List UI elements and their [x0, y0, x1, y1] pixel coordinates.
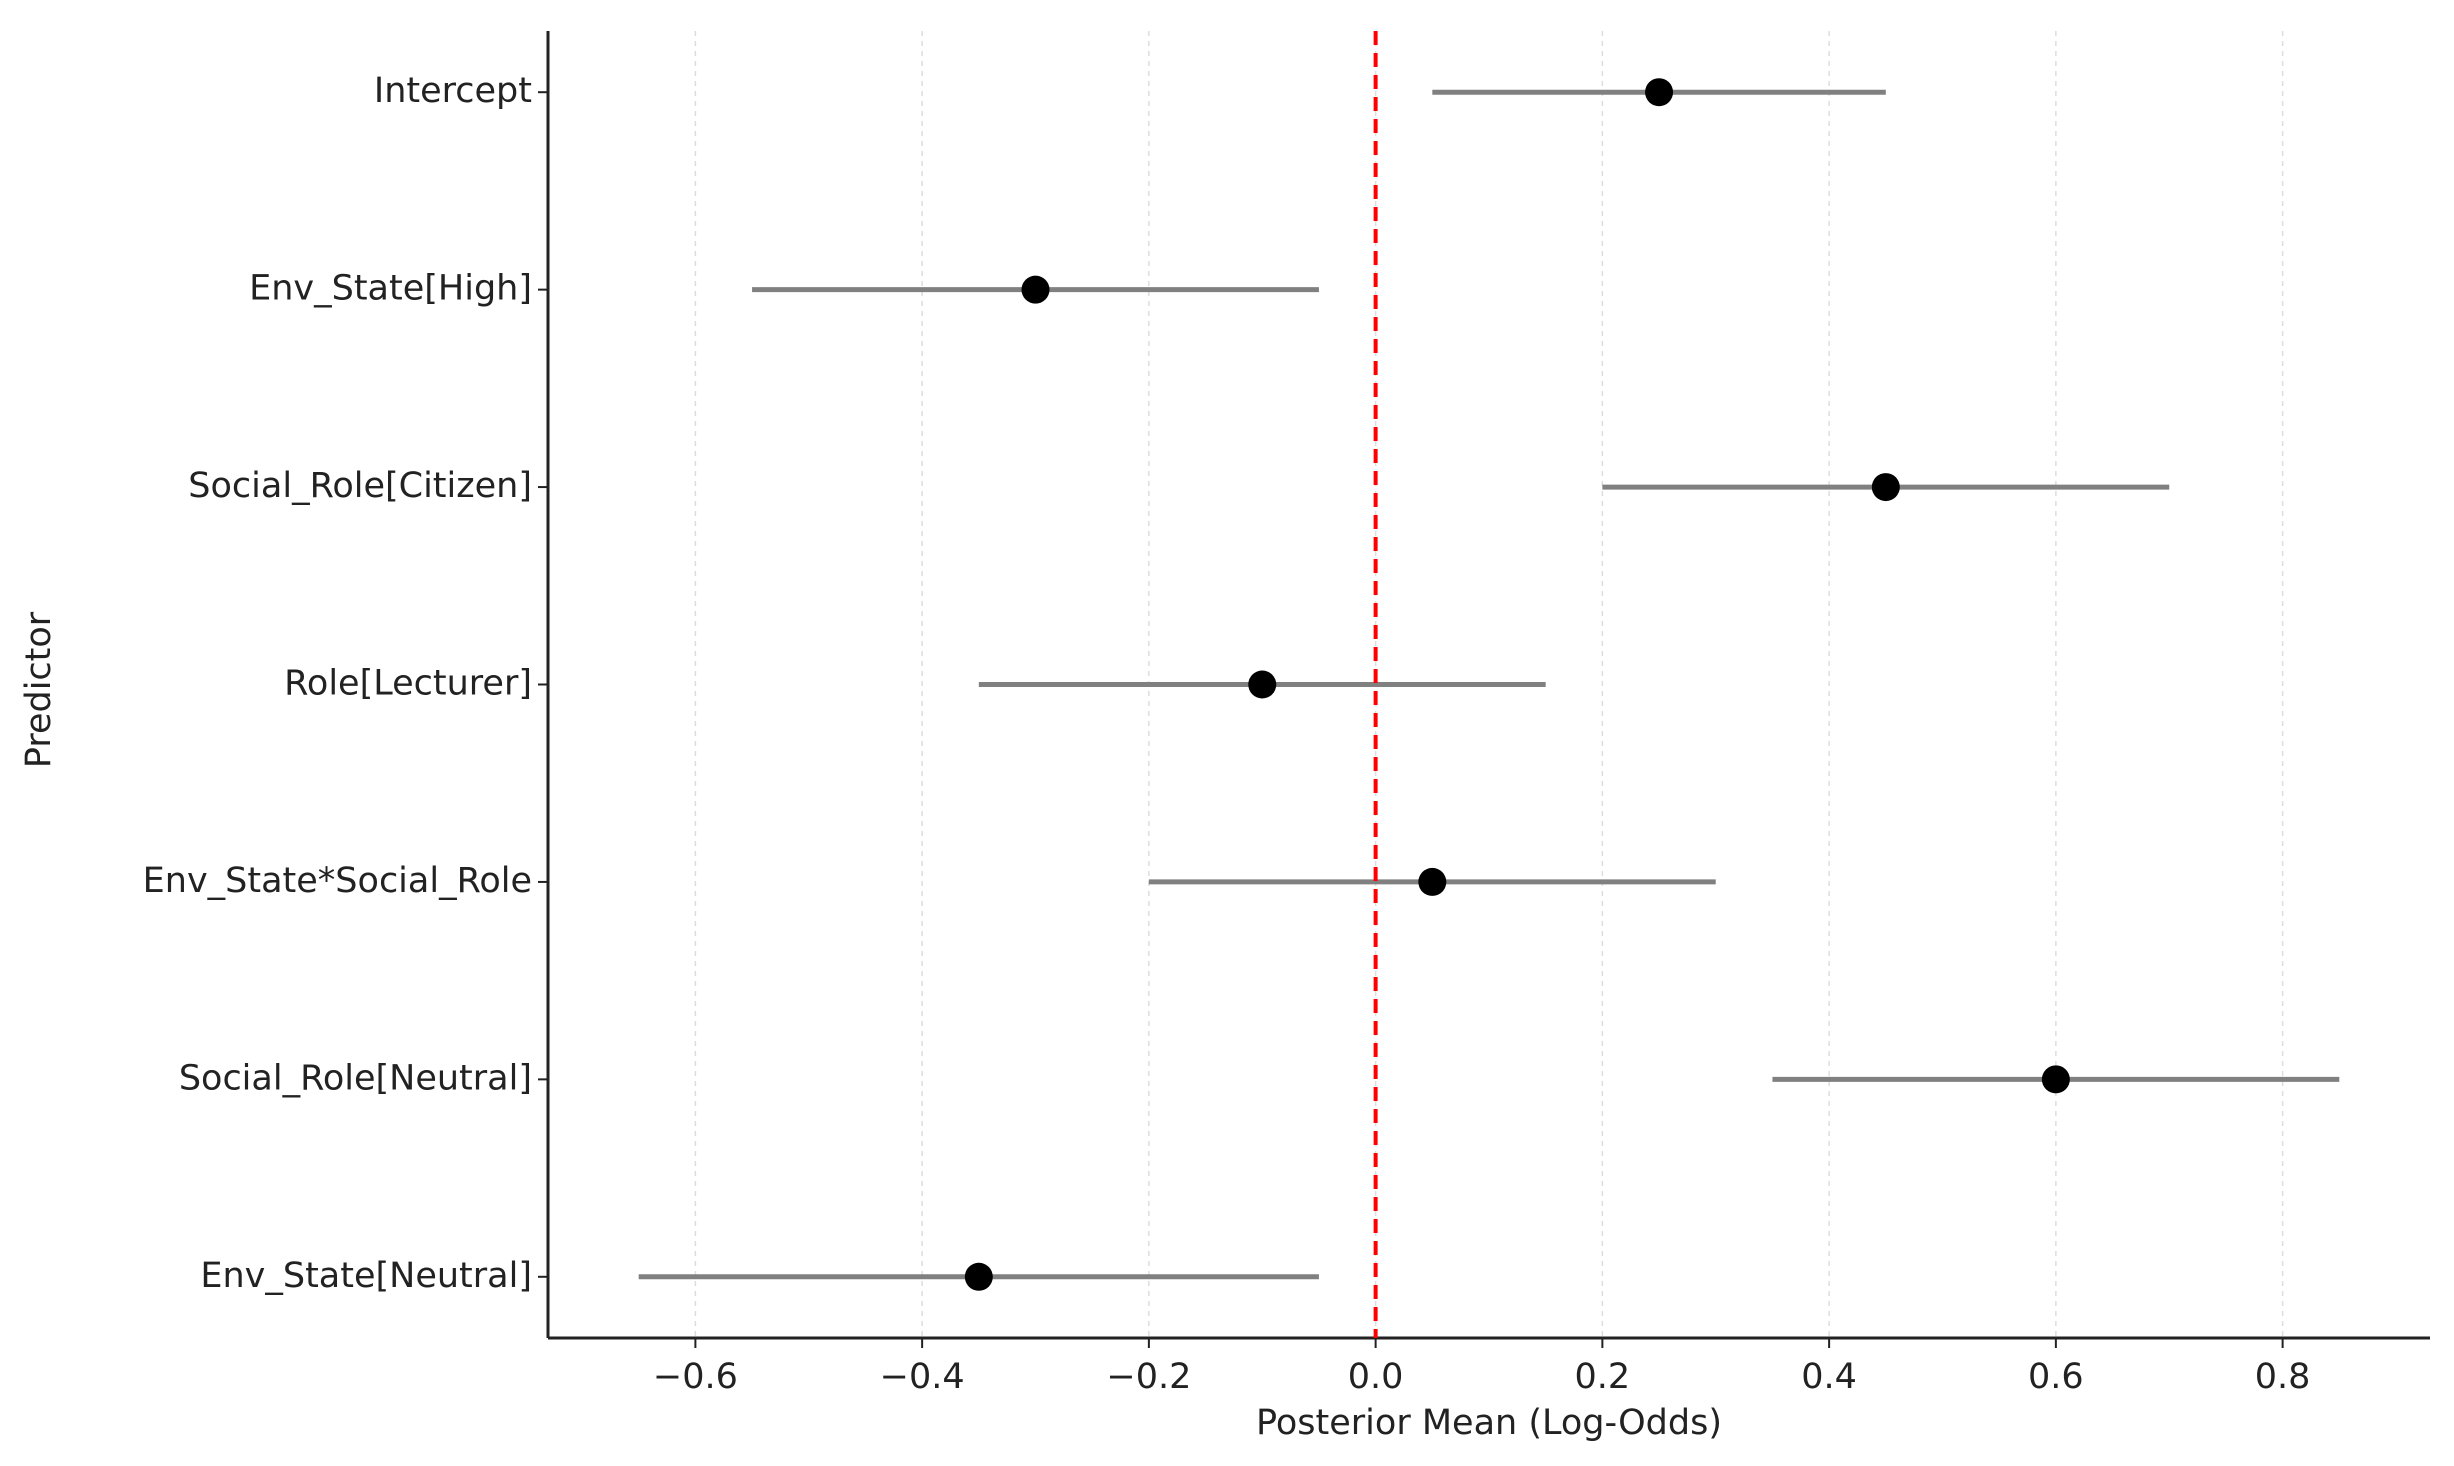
y-tick-label: Env_State[High] — [249, 269, 532, 309]
x-tick-label: −0.6 — [653, 1357, 738, 1397]
x-tick-label: 0.0 — [1348, 1357, 1404, 1397]
y-axis-label: Predictor — [19, 611, 59, 768]
y-tick-label: Social_Role[Citizen] — [188, 466, 532, 506]
y-tick-label: Intercept — [374, 71, 532, 111]
x-tick-label: 0.6 — [2028, 1357, 2084, 1397]
posterior-mean — [964, 1262, 993, 1291]
x-tick-label: −0.4 — [880, 1357, 965, 1397]
x-tick-label: 0.8 — [2255, 1357, 2311, 1397]
posterior-mean — [1248, 670, 1277, 699]
x-tick-label: 0.4 — [1801, 1357, 1857, 1397]
y-tick-label: Env_State*Social_Role — [143, 861, 532, 901]
x-tick-label: −0.2 — [1106, 1357, 1191, 1397]
posterior-mean — [1418, 867, 1447, 896]
posterior-mean — [2041, 1065, 2070, 1094]
x-tick-label: 0.2 — [1575, 1357, 1631, 1397]
y-tick-label: Social_Role[Neutral] — [179, 1058, 532, 1098]
posterior-mean — [1871, 473, 1900, 502]
y-tick-label: Env_State[Neutral] — [200, 1256, 532, 1296]
x-axis-label: Posterior Mean (Log-Odds) — [1256, 1403, 1722, 1443]
y-tick-label: Role[Lecturer] — [284, 664, 532, 704]
posterior-mean — [1021, 275, 1050, 304]
posterior-mean — [1645, 78, 1674, 107]
